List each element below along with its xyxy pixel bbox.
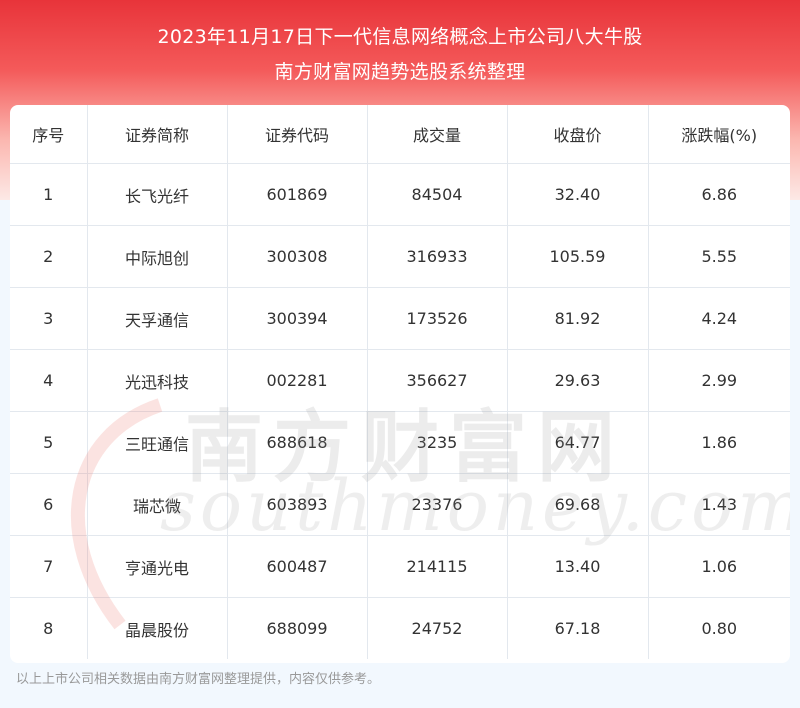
column-header: 序号: [10, 105, 88, 164]
cell-volume: 24752: [367, 597, 508, 659]
table-header-row: 序号 证券简称 证券代码 成交量 收盘价 涨跌幅(%): [10, 105, 790, 164]
cell-code: 300308: [227, 225, 368, 288]
cell-close: 69.68: [507, 473, 649, 536]
cell-name: 晶晨股份: [87, 597, 228, 659]
cell-rank: 5: [10, 411, 88, 474]
table-row: 2 中际旭创 300308 316933 105.59 5.55: [10, 225, 790, 288]
data-table-card: 序号 证券简称 证券代码 成交量 收盘价 涨跌幅(%) 1 长飞光纤 601869 8…: [10, 105, 790, 663]
cell-code: 300394: [227, 287, 368, 350]
cell-rank: 6: [10, 473, 88, 536]
cell-code: 688618: [227, 411, 368, 474]
cell-volume: 173526: [367, 287, 508, 350]
footer-note: 以上上市公司相关数据由南方财富网整理提供，内容仅供参考。: [16, 672, 381, 687]
cell-volume: 23376: [367, 473, 508, 536]
cell-volume: 214115: [367, 535, 508, 598]
page-title: 2023年11月17日下一代信息网络概念上市公司八大牛股: [157, 26, 643, 48]
cell-code: 688099: [227, 597, 368, 659]
cell-close: 13.40: [507, 535, 649, 598]
table-row: 8 晶晨股份 688099 24752 67.18 0.80: [10, 597, 790, 659]
cell-name: 瑞芯微: [87, 473, 228, 536]
cell-close: 67.18: [507, 597, 649, 659]
cell-volume: 316933: [367, 225, 508, 288]
cell-rank: 1: [10, 163, 88, 226]
cell-change: 2.99: [648, 349, 790, 412]
table-row: 3 天孚通信 300394 173526 81.92 4.24: [10, 287, 790, 350]
column-header: 涨跌幅(%): [648, 105, 790, 164]
cell-name: 长飞光纤: [87, 163, 228, 226]
cell-change: 6.86: [648, 163, 790, 226]
column-header: 证券简称: [87, 105, 228, 164]
cell-rank: 3: [10, 287, 88, 350]
cell-volume: 3235: [367, 411, 508, 474]
cell-name: 中际旭创: [87, 225, 228, 288]
stock-table: 序号 证券简称 证券代码 成交量 收盘价 涨跌幅(%) 1 长飞光纤 601869 8…: [10, 105, 790, 659]
cell-volume: 84504: [367, 163, 508, 226]
cell-change: 4.24: [648, 287, 790, 350]
cell-change: 0.80: [701, 619, 738, 638]
cell-rank: 8: [10, 597, 88, 659]
cell-volume: 356627: [367, 349, 508, 412]
cell-name: 三旺通信: [87, 411, 228, 474]
cell-close: 81.92: [507, 287, 649, 350]
cell-name: 光迅科技: [87, 349, 228, 412]
table-row: 7 亨通光电 600487 214115 13.40 1.06: [10, 535, 790, 598]
table-row: 4 光迅科技 002281 356627 29.63 2.99: [10, 349, 790, 412]
cell-code: 603893: [227, 473, 368, 536]
page-subtitle: 南方财富网趋势选股系统整理: [274, 61, 526, 83]
column-header: 成交量: [367, 105, 508, 164]
cell-close: 32.40: [507, 163, 649, 226]
column-header: 收盘价: [507, 105, 649, 164]
column-header: 证券代码: [227, 105, 368, 164]
cell-rank: 7: [10, 535, 88, 598]
cell-close: 29.63: [507, 349, 649, 412]
cell-change: 1.86: [648, 411, 790, 474]
cell-change: 5.55: [648, 225, 790, 288]
cell-name: 亨通光电: [87, 535, 228, 598]
cell-close: 105.59: [507, 225, 649, 288]
cell-code: 601869: [227, 163, 368, 226]
cell-name: 天孚通信: [87, 287, 228, 350]
cell-rank: 2: [10, 225, 88, 288]
cell-code: 600487: [227, 535, 368, 598]
cell-change: 1.43: [648, 473, 790, 536]
table-row: 5 三旺通信 688618 3235 64.77 1.86: [10, 411, 790, 474]
table-row: 6 瑞芯微 603893 23376 69.68 1.43: [10, 473, 790, 536]
table-row: 1 长飞光纤 601869 84504 32.40 6.86: [10, 163, 790, 226]
cell-code: 002281: [227, 349, 368, 412]
cell-rank: 4: [10, 349, 88, 412]
cell-change: 1.06: [648, 535, 790, 598]
cell-close: 64.77: [507, 411, 649, 474]
